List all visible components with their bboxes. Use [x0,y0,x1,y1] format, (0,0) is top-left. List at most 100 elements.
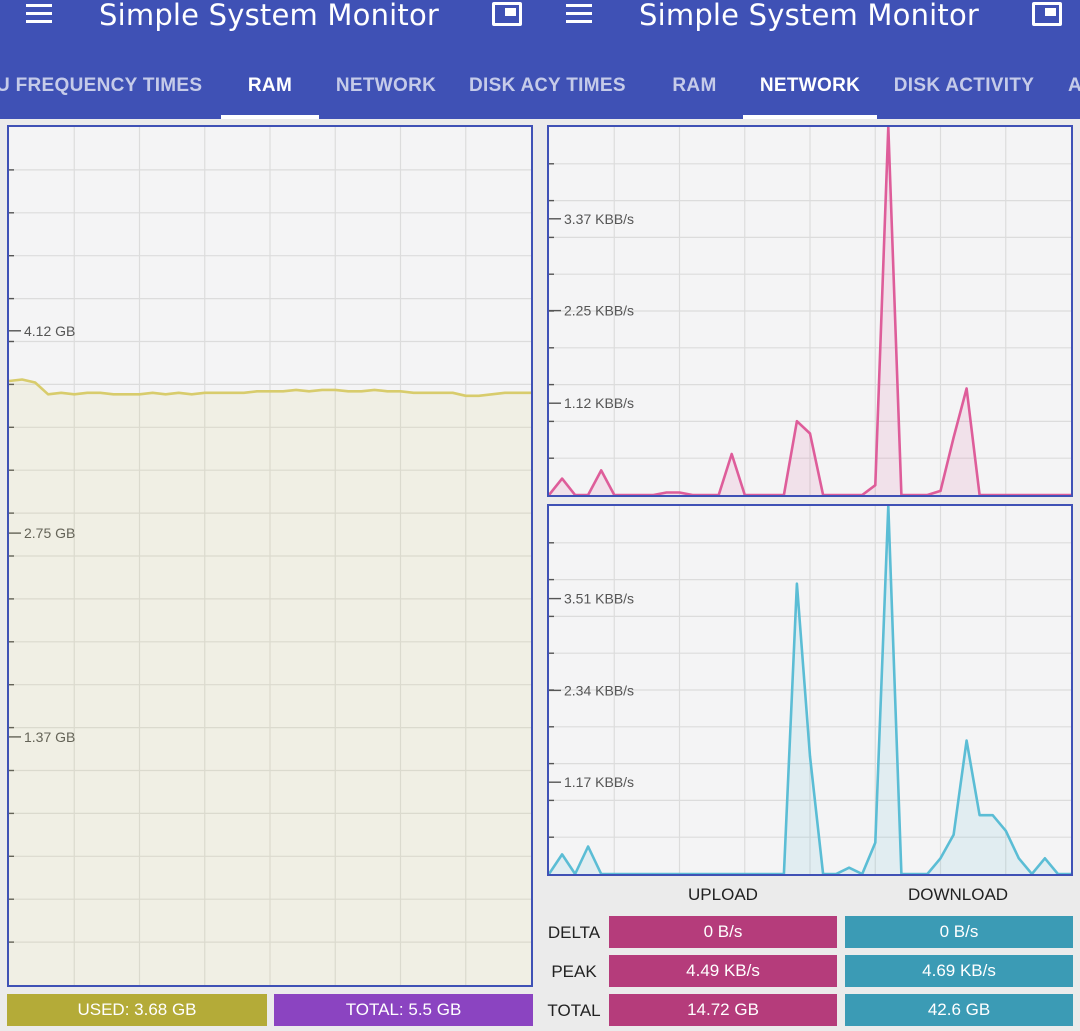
download-data-point [1018,857,1020,860]
ram-data-point [73,393,76,396]
tab-disk-activity[interactable]: DISK ACTIVITY [893,75,1035,96]
picture-in-picture-icon[interactable] [492,2,522,26]
upload-peak-pill: 4.49 KB/s [609,955,837,987]
tab-apps[interactable]: A [1068,75,1080,96]
download-total-value: 42.6 GB [927,1000,991,1019]
download-data-point [900,873,903,874]
upload-data-point [744,494,746,495]
delta-label: DELTA [547,923,601,942]
upload-data-point [926,494,929,495]
download-data-point [678,873,681,874]
ram-data-point [164,393,167,396]
ram-data-point [112,393,115,396]
download-series-area [549,506,1071,874]
picture-in-picture-icon[interactable] [1032,2,1062,26]
upload-data-point [874,484,877,487]
ram-data-point [34,381,36,384]
download-data-point [861,873,863,874]
ram-data-point [295,389,297,391]
download-data-point [1005,830,1007,832]
download-data-point [1031,873,1033,874]
y-axis-tick-label: 2.25 KBB/s [564,303,634,319]
tab-ram[interactable]: RAM [221,46,319,119]
tab-cpu-frequency-times[interactable]: U FREQUENCY TIMES [0,75,203,96]
app-title: Simple System Monitor [99,0,440,32]
ram-data-point [412,392,415,394]
upload-data-point [652,494,655,495]
download-data-point [1057,873,1059,874]
download-data-point [939,857,942,860]
download-data-point [757,873,759,874]
ram-data-point [9,380,10,382]
upload-total-pill: 14.72 GB [609,994,837,1026]
tab-disk-activity[interactable]: DISK ACTIVITY [469,75,540,96]
upload-data-point [887,127,890,128]
upload-data-point [1031,494,1033,495]
download-data-point [809,755,811,758]
upload-data-point [717,494,720,495]
network-screen: Simple System Monitor CY TIMES RAM NETWO… [540,0,1080,1031]
upload-data-point [900,494,903,495]
download-data-point [626,873,629,874]
ram-data-point [230,392,232,394]
upload-data-point [822,494,824,495]
download-data-point [770,873,772,874]
ram-data-point [99,392,102,394]
ram-data-point [190,393,193,396]
upload-delta-value: 0 B/s [703,922,743,941]
upload-data-point [549,494,550,495]
download-data-point [887,506,890,507]
ram-data-point [256,390,258,393]
download-data-point [978,814,981,816]
ram-data-point [347,390,350,393]
download-delta-value: 0 B/s [939,922,979,941]
ram-data-point [177,392,180,394]
download-data-point [639,873,642,874]
y-axis-tick-label: 3.37 KBB/s [564,211,634,227]
ram-data-point [399,390,402,393]
ram-data-point [269,390,271,393]
ram-data-point [308,390,310,393]
upload-data-point [1057,494,1059,495]
upload-data-point [952,436,955,439]
ram-data-point [478,395,480,397]
ram-series-area [9,379,531,985]
tab-bar: U FREQUENCY TIMES RAM NETWORK DISK ACTIV… [0,46,540,119]
upload-chart-svg: 3.37 KBB/s 2.25 KBB/s 1.12 KBB/s [549,127,1071,495]
upload-data-point [809,432,811,435]
ram-data-point [138,393,141,396]
upload-data-point [939,490,942,492]
menu-icon[interactable] [26,4,52,26]
ram-data-point [360,390,363,393]
ram-chart-svg: 4.12 GB 2.75 GB 1.37 GB [9,127,531,985]
ram-data-point [282,390,284,393]
ram-screen: Simple System Monitor U FREQUENCY TIMES … [0,0,540,1026]
download-data-point [965,739,968,742]
ram-total-pill: TOTAL: 5.5 GB [274,994,533,1026]
download-data-point [587,845,589,848]
tab-cpu-frequency-times[interactable]: CY TIMES [540,75,626,96]
ram-data-point [517,392,519,394]
ram-data-point [60,392,62,394]
ram-data-point [451,392,454,394]
download-data-point [783,873,785,874]
download-header: DOWNLOAD [907,885,1009,904]
upload-data-point [639,494,642,495]
tab-ram[interactable]: RAM [672,75,717,96]
app-toolbar: Simple System Monitor [0,0,540,46]
tab-network[interactable]: NETWORK [743,46,877,119]
download-total-pill: 42.6 GB [845,994,1073,1026]
download-data-point [549,873,550,874]
upload-data-point [861,494,863,495]
tab-network[interactable]: NETWORK [335,75,437,96]
download-delta-pill: 0 B/s [845,916,1073,948]
download-data-point [652,873,655,874]
peak-label: PEAK [551,962,597,981]
download-data-point [848,866,850,869]
download-data-point [874,841,877,844]
upload-data-point [587,494,589,495]
total-label: TOTAL [547,1001,601,1020]
upload-data-point [574,494,576,495]
menu-icon[interactable] [566,4,592,26]
download-data-point [717,873,720,874]
